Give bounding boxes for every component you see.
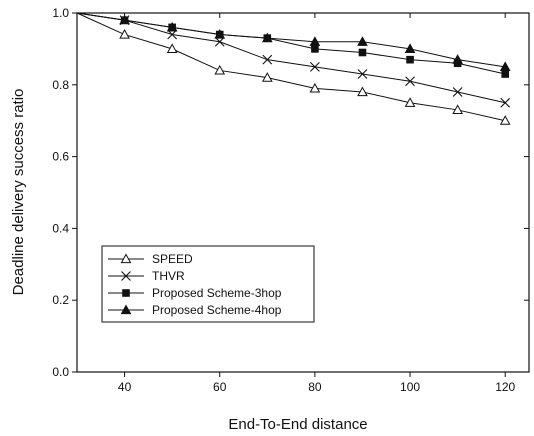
legend-item: Proposed Scheme-3hop [108,286,282,300]
y-axis-title: Deadline delivery success ratio [10,89,27,296]
legend-label: THVR [152,269,185,283]
plot-area: 40 60 80 100 120 0.0 0.2 0.4 0.6 0.8 1.0 [52,6,530,394]
data-point [357,86,368,97]
series-1 [76,12,511,125]
legend-marker [121,271,131,281]
series-line [76,12,506,104]
data-point [119,14,130,25]
data-point [404,97,416,107]
data-point [261,72,273,82]
data-point [358,48,367,57]
series-line [76,12,506,68]
data-point [214,64,226,75]
data-point [452,104,463,115]
data-point [406,55,414,64]
legend-item: THVR [108,269,185,283]
data-point [262,54,273,65]
series-line [76,12,506,122]
data-point [310,61,320,72]
legend-marker [120,253,132,264]
y-axis: 0.0 0.2 0.4 0.6 0.8 1.0 [52,6,529,379]
data-point [452,87,463,97]
y-tick-label: 0.4 [52,221,69,235]
legend-label: Proposed Scheme-4hop [152,303,282,317]
x-axis: 40 60 80 100 120 [118,13,516,394]
y-tick-label: 1.0 [52,6,69,20]
legend-marker [120,304,132,315]
x-tick-label: 60 [213,380,227,394]
data-point [357,69,368,79]
y-tick-label: 0.8 [52,78,69,92]
data-point [309,36,321,46]
legend-label: Proposed Scheme-3hop [152,286,282,300]
data-point [214,36,225,47]
series-4 [76,12,511,71]
data-point [167,29,178,40]
x-tick-label: 40 [118,380,132,394]
data-point [311,45,319,53]
legend-item: Proposed Scheme-4hop [108,303,282,317]
x-axis-title: End-To-End distance [228,416,367,433]
data-point [119,29,130,39]
data-point [166,43,178,53]
legend-item: SPEED [108,252,193,266]
series-line [76,12,506,75]
legend-marker [122,289,130,297]
x-tick-label: 80 [308,380,322,394]
y-tick-label: 0.2 [52,293,69,307]
data-point [214,29,226,39]
x-tick-label: 120 [495,380,515,394]
data-point [499,115,511,125]
data-point [357,36,368,46]
data-point [405,76,415,87]
y-tick-label: 0.0 [52,365,69,379]
data-point [166,21,178,32]
data-point [500,97,511,108]
data-point [309,82,321,93]
data-point [452,54,463,64]
series-layer [76,12,511,125]
data-point [501,70,510,78]
legend-label: SPEED [152,252,193,266]
data-point [404,43,416,53]
plot-frame [76,12,530,373]
data-point [499,61,511,71]
x-tick-label: 100 [400,380,420,394]
legend: SPEED THVR Proposed Scheme-3hop Proposed Sc… [101,245,315,323]
data-point [261,32,273,43]
series-2 [76,12,511,108]
y-tick-label: 0.6 [52,150,69,164]
